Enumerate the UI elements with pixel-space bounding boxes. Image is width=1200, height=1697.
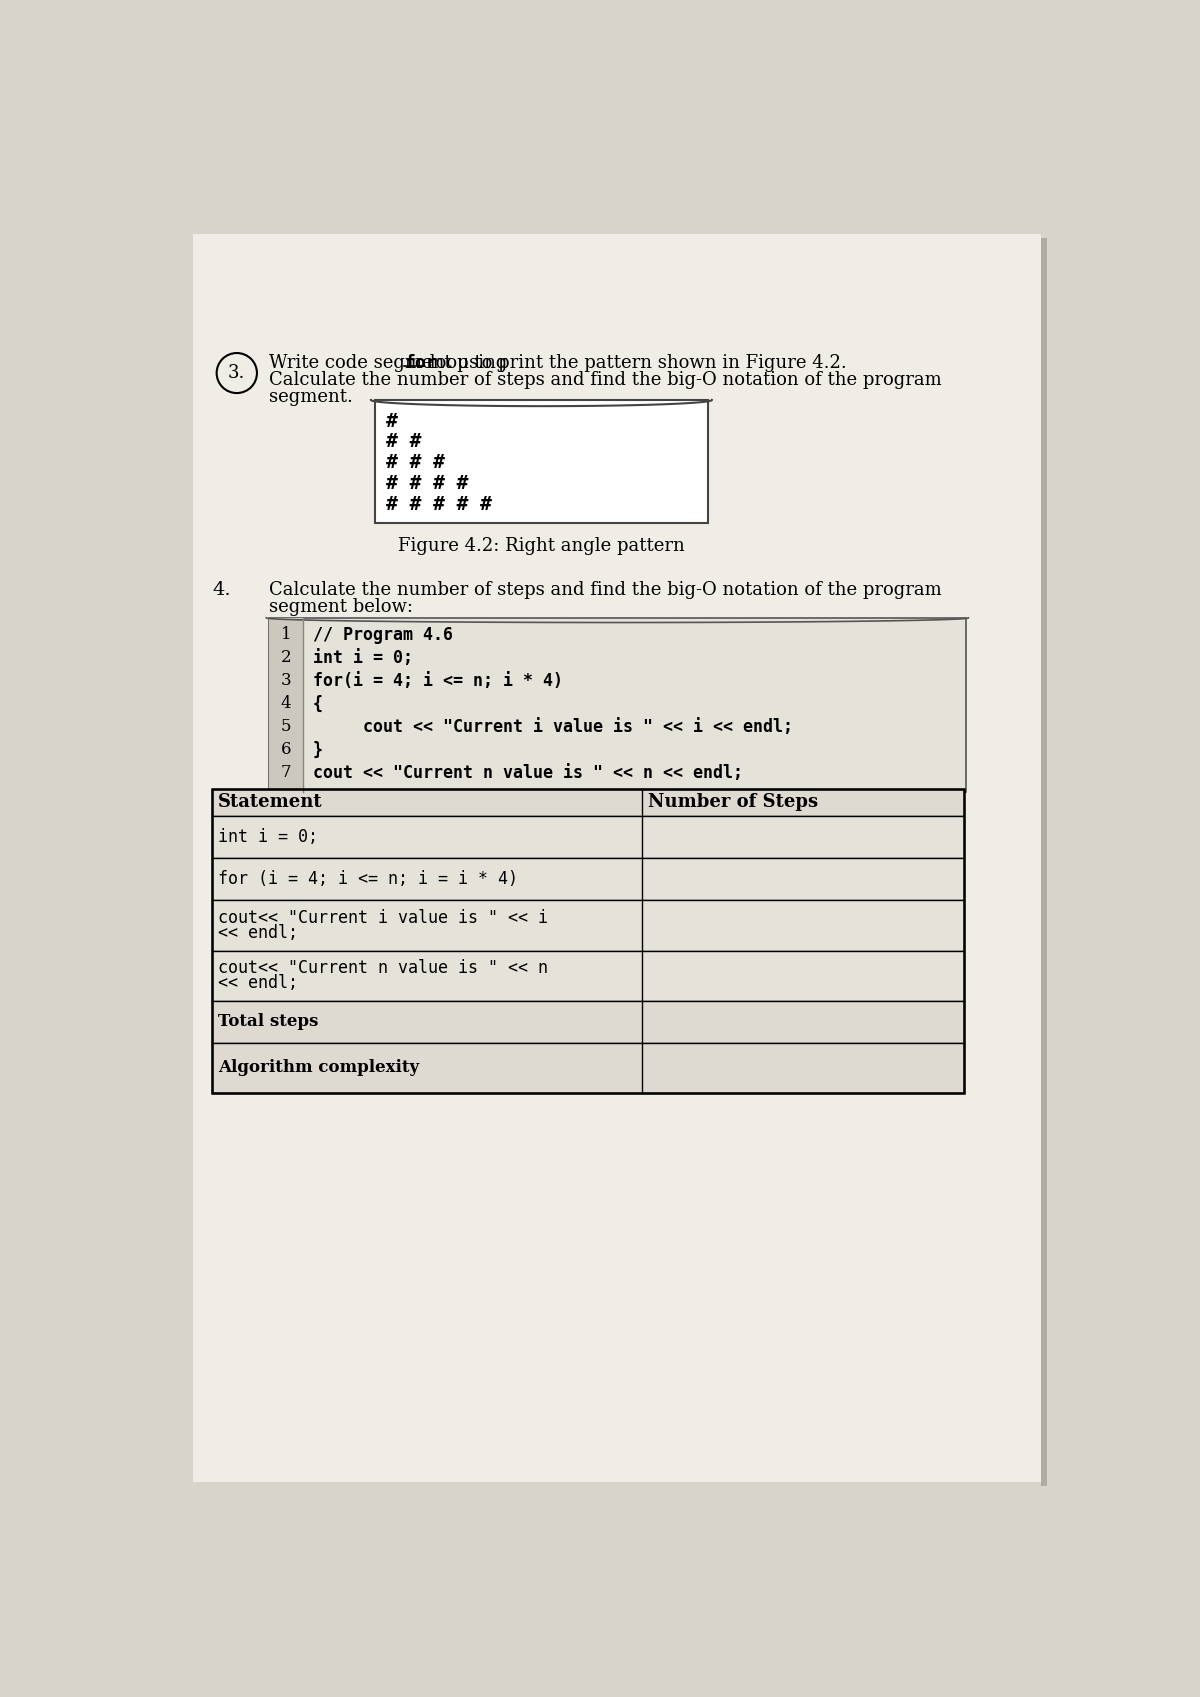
Text: Calculate the number of steps and find the big-O notation of the program: Calculate the number of steps and find t… — [269, 370, 941, 389]
Text: << endl;: << endl; — [218, 925, 298, 942]
Text: Algorithm complexity: Algorithm complexity — [218, 1059, 419, 1076]
Text: }: } — [313, 742, 323, 759]
Text: Number of Steps: Number of Steps — [648, 792, 818, 811]
Text: segment.: segment. — [269, 387, 353, 406]
Text: 6: 6 — [281, 742, 292, 759]
Text: Total steps: Total steps — [218, 1013, 318, 1030]
Bar — [212, 1001, 964, 1044]
Text: cout<< "Current i value is " << i: cout<< "Current i value is " << i — [218, 910, 548, 927]
Bar — [212, 789, 964, 1093]
Text: 4.: 4. — [212, 580, 230, 599]
Text: for(i = 4; i <= n; i * 4): for(i = 4; i <= n; i * 4) — [313, 672, 563, 689]
Bar — [212, 901, 964, 950]
Bar — [212, 816, 964, 859]
Text: << endl;: << endl; — [218, 974, 298, 993]
Text: segment below:: segment below: — [269, 597, 413, 616]
Text: Figure 4.2: Right angle pattern: Figure 4.2: Right angle pattern — [398, 536, 685, 555]
Bar — [212, 789, 964, 816]
Bar — [374, 400, 708, 523]
Text: // Program 4.6: // Program 4.6 — [313, 626, 452, 643]
Text: int i = 0;: int i = 0; — [218, 828, 318, 847]
Text: for (i = 4; i <= n; i = i * 4): for (i = 4; i <= n; i = i * 4) — [218, 871, 518, 888]
Text: 4: 4 — [281, 694, 292, 713]
Text: 1: 1 — [281, 626, 292, 643]
Text: loop to print the pattern shown in Figure 4.2.: loop to print the pattern shown in Figur… — [424, 353, 847, 372]
Text: #: # — [386, 412, 398, 431]
Circle shape — [217, 353, 257, 394]
Text: 2: 2 — [281, 648, 292, 665]
Bar — [269, 618, 966, 792]
Bar — [1042, 238, 1048, 1485]
Text: Write code segment using: Write code segment using — [269, 353, 512, 372]
Text: cout<< "Current n value is " << n: cout<< "Current n value is " << n — [218, 959, 548, 977]
Text: cout << "Current n value is " << n << endl;: cout << "Current n value is " << n << en… — [313, 764, 743, 782]
Text: # # #: # # # — [386, 453, 445, 472]
Text: cout << "Current i value is " << i << endl;: cout << "Current i value is " << i << en… — [313, 718, 793, 736]
Text: 5: 5 — [281, 718, 292, 735]
Text: # # # # #: # # # # # — [386, 496, 492, 514]
Text: for: for — [404, 353, 437, 372]
Bar — [212, 1044, 964, 1093]
Text: 3.: 3. — [228, 365, 246, 382]
Text: 7: 7 — [281, 764, 292, 781]
Text: Calculate the number of steps and find the big-O notation of the program: Calculate the number of steps and find t… — [269, 580, 941, 599]
Text: # #: # # — [386, 433, 421, 451]
Text: int i = 0;: int i = 0; — [313, 648, 413, 667]
Bar — [212, 859, 964, 901]
Bar — [212, 950, 964, 1001]
Text: # # # #: # # # # — [386, 473, 469, 492]
Bar — [269, 618, 304, 792]
Text: {: { — [313, 694, 323, 713]
Text: Statement: Statement — [218, 792, 323, 811]
Text: 3: 3 — [281, 672, 292, 689]
